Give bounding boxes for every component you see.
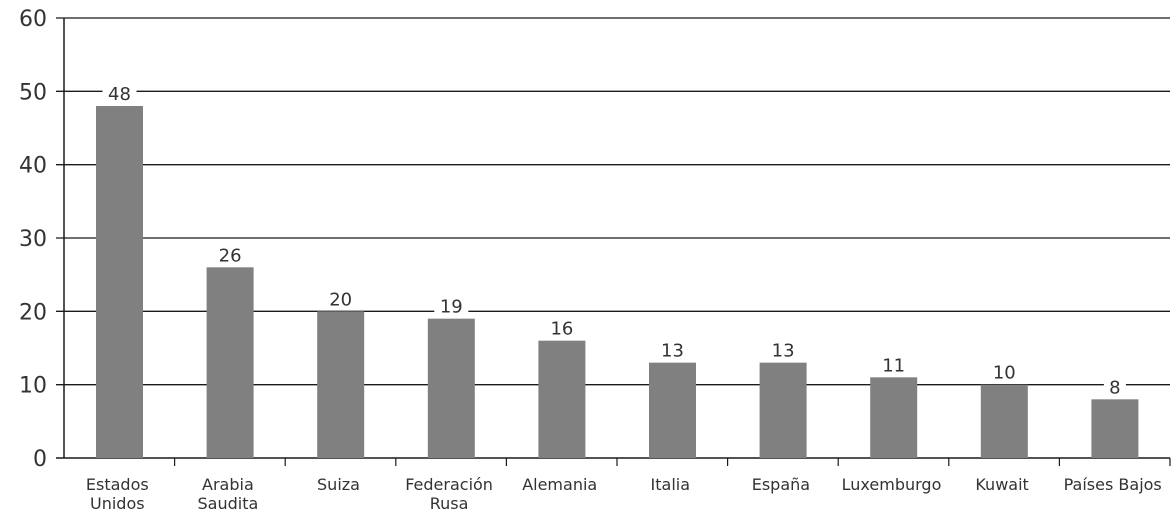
data-label-bg	[213, 245, 248, 264]
category-label-line: Kuwait	[975, 475, 1028, 494]
data-label-bg	[987, 362, 1022, 381]
bar	[870, 377, 918, 458]
data-label-bg	[434, 296, 469, 315]
y-tick-label: 40	[19, 154, 47, 179]
bar	[427, 318, 475, 458]
data-labels: 48 26 20 19 16 13 13 11 10 8	[108, 84, 1121, 398]
x-axis-labels: Estados Unidos Arabia Saudita Suiza Federació…	[86, 475, 1162, 513]
category-label: Alemania	[522, 475, 597, 494]
category-label-line: Italia	[651, 475, 691, 494]
data-label: 13	[772, 341, 795, 362]
data-label-bg	[1103, 377, 1126, 396]
data-label-bg	[876, 355, 911, 374]
data-label: 16	[550, 319, 573, 340]
bar	[538, 340, 586, 458]
data-label: 20	[329, 289, 352, 310]
y-tick-label: 30	[19, 227, 47, 252]
y-tick-label: 10	[19, 374, 47, 399]
category-label: Arabia Saudita	[198, 475, 259, 513]
category-label-line: Estados	[86, 475, 149, 494]
bar	[206, 267, 254, 458]
category-label-line: Federación	[405, 475, 493, 494]
category-label: España	[752, 475, 810, 494]
bar	[980, 384, 1028, 458]
category-label-line: Rusa	[430, 494, 469, 513]
data-label: 11	[882, 355, 905, 376]
data-label: 8	[1109, 377, 1120, 398]
bar	[649, 362, 696, 458]
y-tick-label: 60	[19, 7, 47, 32]
bar	[759, 362, 807, 458]
category-label: Italia	[651, 475, 691, 494]
data-label: 10	[993, 363, 1016, 384]
y-tick-label: 20	[19, 300, 47, 325]
y-tick-label: 50	[19, 80, 47, 105]
category-label: Kuwait	[975, 475, 1028, 494]
category-label: Suiza	[317, 475, 360, 494]
bar	[1091, 399, 1139, 458]
bars	[96, 84, 1139, 458]
category-label-line: Alemania	[522, 475, 597, 494]
category-label: Estados Unidos	[86, 475, 149, 513]
data-label-bg	[102, 84, 137, 102]
category-label-line: Saudita	[198, 494, 259, 513]
data-label-bg	[766, 340, 801, 359]
data-label: 13	[661, 341, 684, 362]
bar	[96, 106, 143, 458]
data-label-bg	[323, 289, 358, 308]
category-label: Países Bajos	[1064, 475, 1162, 494]
category-label-line: Luxemburgo	[842, 475, 942, 494]
y-tick-label: 0	[33, 447, 47, 472]
category-label: Luxemburgo	[842, 475, 942, 494]
category-label: Federación Rusa	[405, 475, 493, 513]
data-label: 26	[219, 245, 242, 266]
category-label-line: Suiza	[317, 475, 360, 494]
category-label-line: Países Bajos	[1064, 475, 1162, 494]
bar	[317, 311, 365, 458]
data-label-bg	[544, 318, 579, 337]
data-label: 48	[108, 84, 131, 105]
data-label-bg	[655, 340, 690, 359]
category-label-line: Arabia	[202, 475, 254, 494]
category-label-line: Unidos	[90, 494, 145, 513]
data-label: 19	[440, 297, 463, 318]
category-label-line: España	[752, 475, 810, 494]
y-axis-ticks: 0 10 20 30 40 50 60	[19, 7, 47, 472]
